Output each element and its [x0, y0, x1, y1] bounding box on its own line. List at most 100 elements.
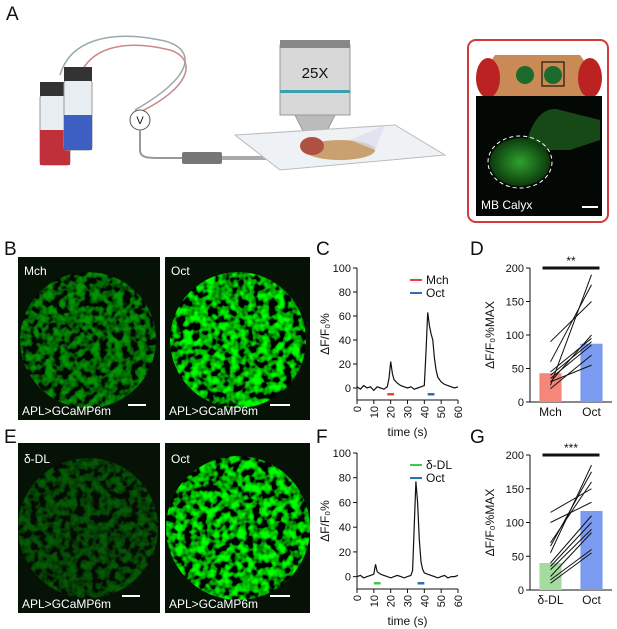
setup-illustration: V 25X: [39, 35, 447, 171]
panel-letter: A: [6, 4, 19, 25]
trace: [356, 312, 459, 392]
image-odor-label: Oct: [171, 264, 190, 278]
paired-line: [550, 284, 592, 363]
paired-line: [550, 549, 592, 581]
panel-letter: D: [470, 239, 484, 260]
y-tick-label: 100: [333, 448, 351, 460]
y-tick-label: 100: [333, 263, 351, 275]
x-tick-label: 40: [419, 406, 431, 418]
y-tick-label: 150: [506, 297, 524, 309]
y-tick-label: 40: [339, 335, 351, 347]
image-genotype-label: APL>GCaMP6m: [169, 404, 258, 418]
y-tick-label: 100: [506, 518, 524, 530]
paired-line: [550, 488, 592, 513]
x-tick-label: 50: [436, 595, 448, 607]
chart: 0 50 100 150 200 ΔF/F₀%MAX Mch Oct **: [483, 254, 612, 419]
x-tick-label: 40: [419, 595, 431, 607]
image-genotype-label: APL>GCaMP6m: [22, 404, 111, 418]
panel-letter: B: [4, 239, 17, 260]
bar: [580, 511, 603, 590]
stimulus-bar: [387, 393, 395, 396]
y-axis-label: ΔF/F₀%MAX: [483, 489, 497, 557]
y-tick-label: 0: [345, 383, 351, 395]
y-tick-label: 0: [345, 572, 351, 584]
image-odor-label: Mch: [24, 264, 47, 278]
y-tick-label: 150: [506, 484, 524, 496]
stimulus-bar: [427, 393, 435, 396]
panel-letter: F: [316, 427, 328, 448]
significance-label: **: [566, 254, 576, 268]
y-axis-label: ΔF/F₀%: [318, 313, 332, 355]
legend-label: Mch: [426, 273, 449, 287]
y-tick-label: 40: [339, 522, 351, 534]
stimulus-bar: [417, 582, 425, 585]
inset-label: MB Calyx: [481, 198, 532, 212]
panel-letter: C: [316, 239, 330, 260]
panel-letter: G: [470, 427, 485, 448]
x-tick-label: 60: [453, 406, 465, 418]
y-tick-label: 50: [512, 364, 524, 376]
x-tick-label: 0: [352, 406, 364, 412]
bar: [580, 343, 603, 402]
stimulus-bar: [373, 582, 381, 585]
y-tick-label: 80: [339, 287, 351, 299]
x-axis-label: time (s): [388, 614, 428, 628]
x-tick-label: 0: [352, 595, 364, 601]
image-genotype-label: APL>GCaMP6m: [169, 597, 258, 611]
y-tick-label: 0: [518, 585, 524, 597]
image-panels: Mch APL>GCaMP6m Oct APL>GCaMP6m δ-DL APL…: [18, 257, 310, 613]
x-tick-label: 20: [386, 595, 398, 607]
paired-line: [550, 552, 592, 584]
calyx-inset: MB Calyx: [467, 39, 609, 223]
y-tick-label: 200: [506, 450, 524, 462]
x-tick-label: 50: [436, 406, 448, 418]
x-tick-label: Mch: [539, 405, 562, 419]
panel-letters: A B C D E F G: [4, 4, 485, 448]
paired-line: [550, 532, 592, 577]
chart: 0 20 40 60 80 100 ΔF/F₀% 0 10 20 30 40 50 60 time (s) M…: [318, 263, 465, 439]
chart: 0 20 40 60 80 100 ΔF/F₀% 0 10 20 30 40 50 60 time (s) δ…: [318, 448, 465, 628]
y-axis-label: ΔF/F₀%: [318, 500, 332, 542]
image-genotype-label: APL>GCaMP6m: [22, 597, 111, 611]
x-tick-label: Oct: [582, 405, 601, 419]
y-tick-label: 0: [518, 397, 524, 409]
chart: 0 50 100 150 200 ΔF/F₀%MAX δ-DL Oct ***: [483, 441, 612, 607]
y-tick-label: 80: [339, 473, 351, 485]
x-tick-label: 30: [403, 406, 415, 418]
paired-line: [550, 522, 592, 567]
image-odor-label: δ-DL: [24, 452, 50, 466]
x-tick-label: 60: [453, 595, 465, 607]
y-axis-label: ΔF/F₀%MAX: [483, 301, 497, 369]
significance-label: ***: [564, 441, 578, 455]
y-tick-label: 100: [506, 330, 524, 342]
y-tick-label: 50: [512, 551, 524, 563]
paired-line: [550, 341, 592, 376]
paired-line: [550, 501, 592, 523]
paired-line: [550, 354, 592, 389]
paired-line: [550, 471, 592, 547]
paired-line: [550, 344, 592, 379]
paired-line: [550, 337, 592, 373]
x-tick-label: 30: [403, 595, 415, 607]
x-tick-label: 20: [386, 406, 398, 418]
y-tick-label: 60: [339, 497, 351, 509]
x-tick-label: 10: [369, 406, 381, 418]
bar: [539, 373, 562, 402]
y-tick-label: 60: [339, 311, 351, 323]
objective-label: 25X: [302, 65, 329, 82]
legend-label: δ-DL: [426, 458, 452, 472]
voltmeter-label: V: [136, 115, 144, 127]
x-axis-label: time (s): [388, 425, 428, 439]
legend-label: Oct: [426, 471, 445, 485]
x-tick-label: δ-DL: [537, 593, 563, 607]
image-odor-label: Oct: [171, 452, 190, 466]
x-tick-label: 10: [369, 595, 381, 607]
paired-line: [550, 364, 592, 383]
paired-line: [550, 528, 592, 571]
trace: [356, 481, 459, 579]
paired-line: [550, 515, 592, 564]
panel-letter: E: [4, 427, 17, 448]
y-tick-label: 200: [506, 263, 524, 275]
y-tick-label: 20: [339, 359, 351, 371]
